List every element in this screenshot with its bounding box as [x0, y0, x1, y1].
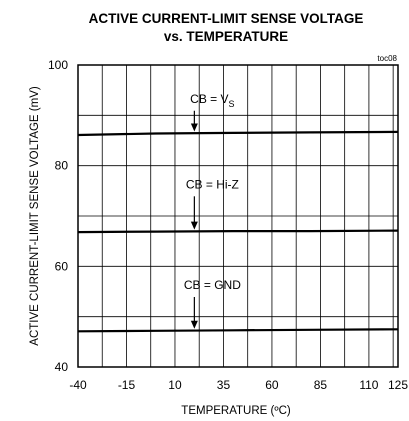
- annotation-label: CB = Hi-Z: [186, 177, 239, 191]
- annotation-arrow-head: [190, 320, 198, 329]
- y-tick-label: 40: [55, 360, 69, 374]
- y-axis-label: ACTIVE CURRENT-LIMIT SENSE VOLTAGE (mV): [29, 86, 41, 346]
- annotations: CB = VS CB = Hi-Z CB = GND: [184, 92, 241, 329]
- series-group: [77, 130, 399, 333]
- x-tick-label: 60: [265, 378, 279, 392]
- grid: [78, 65, 398, 367]
- chart-title-line2: vs. TEMPERATURE: [164, 29, 288, 44]
- x-tick-label: 35: [217, 378, 231, 392]
- x-tick-label: 85: [314, 378, 328, 392]
- x-tick-label: 110: [359, 378, 378, 392]
- chart-title-line1: ACTIVE CURRENT-LIMIT SENSE VOLTAGE: [89, 11, 364, 26]
- x-tick-label: 125: [388, 378, 408, 392]
- annotation-arrow-head: [190, 123, 198, 132]
- tick-labels: -40 -15 10 35 60 85 110 125 40 60 80 100: [48, 58, 408, 392]
- annotation-arrow-head: [190, 221, 198, 230]
- annotation-label: CB = VS: [190, 92, 234, 109]
- y-tick-label: 60: [55, 259, 69, 273]
- x-axis-label: TEMPERATURE (ºC): [181, 405, 291, 417]
- y-tick-label: 100: [48, 58, 68, 72]
- series-line: [77, 328, 399, 333]
- series-line: [77, 130, 399, 137]
- y-tick-label: 80: [55, 159, 69, 173]
- plot-frame: [77, 64, 399, 368]
- annotation-label: CB = GND: [184, 278, 241, 292]
- series-line: [77, 229, 399, 234]
- x-tick-label: 10: [168, 378, 182, 392]
- x-tick-label: -40: [69, 378, 87, 392]
- x-tick-label: -15: [118, 378, 136, 392]
- chart-tag: toc08: [377, 54, 397, 63]
